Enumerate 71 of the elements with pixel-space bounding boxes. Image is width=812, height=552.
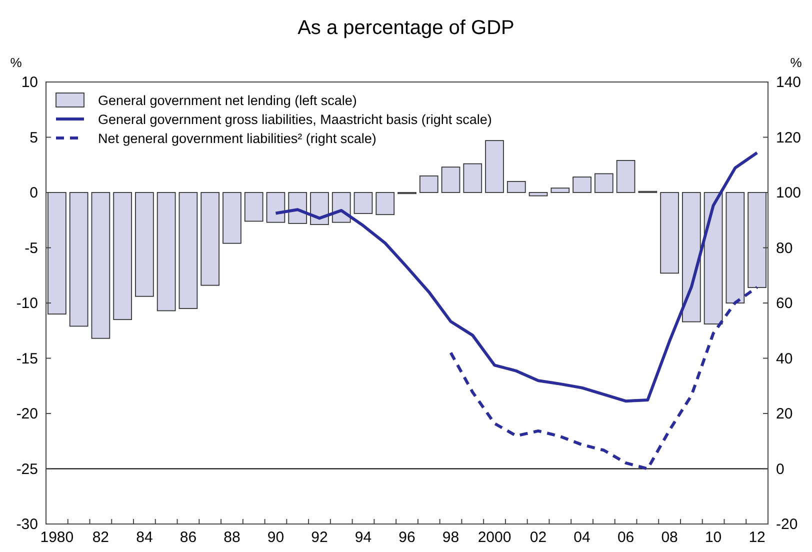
- bar: [726, 192, 745, 304]
- bar: [463, 163, 482, 193]
- bar: [419, 175, 438, 193]
- bar: [178, 192, 198, 309]
- bar: [69, 192, 88, 327]
- x-tick-label: 84: [136, 529, 153, 546]
- y-tick-label: -10: [16, 295, 38, 312]
- y2-tick-label: 80: [776, 240, 793, 257]
- chart-title: As a percentage of GDP: [298, 17, 514, 39]
- y-tick-label: -25: [16, 460, 38, 478]
- y2-axis-title: %: [790, 55, 802, 70]
- x-tick-label: 02: [530, 529, 547, 546]
- bar: [704, 192, 723, 324]
- x-tick-label: 04: [574, 529, 590, 546]
- bar: [91, 192, 110, 339]
- legend-label: General government gross liabilities, Maastricht basis (right scale): [98, 112, 492, 127]
- x-tick-label: 90: [267, 529, 284, 546]
- bar: [266, 192, 286, 223]
- legend-label: General government net lending (left scale): [98, 93, 357, 108]
- bar: [616, 160, 636, 193]
- y-tick-label: 0: [30, 184, 38, 202]
- y-tick-label: -30: [16, 516, 38, 533]
- bar: [660, 192, 679, 274]
- bar: [156, 192, 176, 312]
- y-axis-title: %: [10, 55, 22, 70]
- y-tick-label: -20: [16, 406, 38, 422]
- y2-tick-label: 100: [776, 184, 802, 202]
- bar: [244, 192, 264, 222]
- y2-tick-label: 40: [776, 350, 793, 368]
- y-tick-label: -15: [16, 350, 38, 368]
- y2-tick-label: 140: [776, 74, 802, 91]
- bar: [354, 192, 373, 214]
- bar: [506, 181, 526, 193]
- x-tick-label: 92: [311, 529, 328, 546]
- x-tick-label: 88: [224, 529, 240, 546]
- y2-tick-label: 0: [776, 460, 784, 478]
- bar: [594, 173, 614, 193]
- legend-label: Net general government liabilities² (right scale): [98, 131, 376, 146]
- y2-tick-label: 60: [776, 295, 793, 312]
- x-tick-label: 12: [748, 529, 766, 546]
- bar: [528, 192, 548, 196]
- bar: [376, 192, 395, 216]
- x-tick-label: 10: [704, 529, 722, 546]
- y-tick-label: 10: [21, 74, 38, 91]
- bar: [222, 192, 242, 244]
- x-tick-label: 2000: [478, 529, 512, 546]
- x-tick-label: 94: [354, 529, 372, 546]
- bar: [48, 192, 66, 314]
- x-tick-label: 06: [617, 529, 634, 546]
- y2-tick-label: 120: [776, 129, 802, 146]
- bar: [550, 188, 570, 193]
- bar: [200, 192, 220, 286]
- x-tick-label: 1980: [40, 529, 74, 546]
- x-tick-label: 86: [180, 529, 197, 546]
- y2-tick-label: 20: [776, 406, 793, 422]
- bar: [113, 192, 132, 320]
- y2-tick-label: -20: [776, 516, 798, 533]
- line-series: [449, 286, 759, 470]
- bar: [748, 192, 766, 288]
- bar: [441, 166, 460, 193]
- bar: [572, 176, 592, 193]
- y-tick-label: 5: [30, 129, 38, 146]
- bar: [485, 140, 504, 193]
- bar: [682, 192, 701, 322]
- x-tick-label: 08: [661, 529, 678, 546]
- bar: [135, 192, 154, 297]
- x-tick-label: 98: [442, 529, 460, 546]
- x-tick-label: 96: [398, 529, 416, 546]
- line-series: [274, 151, 759, 403]
- x-tick-label: 82: [92, 529, 110, 546]
- y-tick-label: -5: [24, 240, 38, 257]
